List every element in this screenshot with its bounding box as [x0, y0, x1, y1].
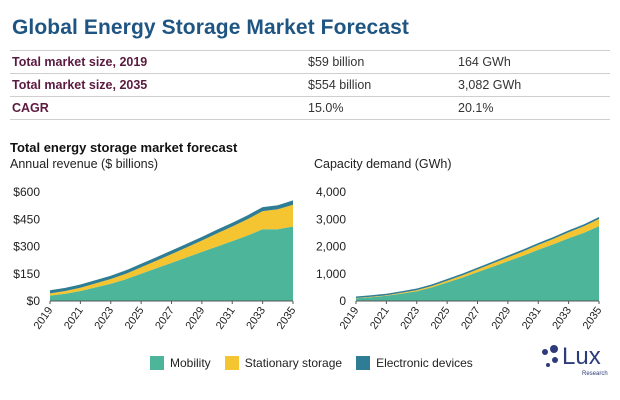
legend-label: Electronic devices — [376, 356, 473, 370]
area-mobility — [50, 226, 293, 301]
summary-row: CAGR 15.0% 20.1% — [10, 96, 610, 120]
logo-text: Lux — [562, 343, 601, 370]
y-tick-label: $450 — [13, 212, 40, 226]
x-tick-label: 2023 — [398, 305, 422, 332]
x-tick-label: 2027 — [459, 305, 483, 332]
area-mobility — [356, 226, 599, 301]
summary-row: Total market size, 2019 $59 billion 164 … — [10, 50, 610, 74]
x-tick-label: 2035 — [275, 305, 299, 332]
x-tick-label: 2033 — [550, 305, 574, 332]
summary-value-revenue: $59 billion — [306, 50, 456, 74]
summary-value-capacity: 20.1% — [456, 96, 610, 120]
y-tick-label: 4,000 — [316, 185, 346, 199]
logo-dot — [550, 345, 558, 353]
logo-subtext: Research — [582, 371, 608, 377]
x-tick-label: 2029 — [489, 305, 513, 332]
y-tick-label: 0 — [339, 294, 346, 308]
x-tick-label: 2023 — [92, 305, 116, 332]
summary-value-capacity: 3,082 GWh — [456, 73, 610, 97]
lux-logo: Lux Research — [540, 343, 610, 383]
legend-label: Mobility — [170, 356, 211, 370]
logo-dot — [542, 349, 548, 355]
summary-label: Total market size, 2019 — [10, 50, 306, 74]
legend-item-electronic: Electronic devices — [356, 356, 473, 370]
x-tick-label: 2025 — [123, 305, 147, 332]
x-tick-label: 2021 — [62, 305, 86, 332]
legend-item-stationary: Stationary storage — [224, 356, 343, 370]
summary-value-revenue: $554 billion — [306, 73, 456, 97]
logo-dot — [552, 357, 558, 363]
capacity-chart-title: Capacity demand (GWh) — [314, 157, 452, 171]
page-title: Global Energy Storage Market Forecast — [12, 16, 409, 39]
summary-value-revenue: 15.0% — [306, 96, 456, 120]
revenue-chart-title: Annual revenue ($ billions) — [10, 157, 159, 171]
x-tick-label: 2019 — [338, 305, 362, 332]
y-tick-label: $0 — [27, 294, 41, 308]
summary-row: Total market size, 2035 $554 billion 3,0… — [10, 73, 610, 97]
y-tick-label: 3,000 — [316, 212, 346, 226]
section-title: Total energy storage market forecast — [10, 140, 238, 155]
summary-value-capacity: 164 GWh — [456, 50, 610, 74]
x-tick-label: 2019 — [32, 305, 56, 332]
area-stationary-storage — [50, 204, 293, 296]
area-electronic-devices — [50, 200, 293, 294]
y-tick-label: $600 — [13, 185, 40, 199]
x-tick-label: 2027 — [153, 305, 177, 332]
legend: Mobility Stationary storage Electronic d… — [150, 356, 487, 370]
y-tick-label: $300 — [13, 240, 40, 254]
legend-swatch — [224, 356, 239, 370]
legend-swatch — [356, 356, 371, 370]
legend-label: Stationary storage — [244, 356, 343, 370]
logo-dot — [546, 363, 550, 367]
x-tick-label: 2035 — [581, 305, 605, 332]
x-tick-label: 2021 — [368, 305, 392, 332]
y-tick-label: 2,000 — [316, 240, 346, 254]
x-tick-label: 2031 — [214, 305, 238, 332]
x-tick-label: 2029 — [183, 305, 207, 332]
y-tick-label: 1,000 — [316, 267, 346, 281]
x-tick-label: 2025 — [429, 305, 453, 332]
summary-label: CAGR — [10, 96, 306, 120]
x-tick-label: 2031 — [520, 305, 544, 332]
summary-label: Total market size, 2035 — [10, 73, 306, 97]
summary-table: Total market size, 2019 $59 billion 164 … — [10, 50, 610, 120]
x-tick-label: 2033 — [244, 305, 268, 332]
legend-item-mobility: Mobility — [150, 356, 211, 370]
legend-swatch — [150, 356, 164, 370]
y-tick-label: $150 — [13, 267, 40, 281]
